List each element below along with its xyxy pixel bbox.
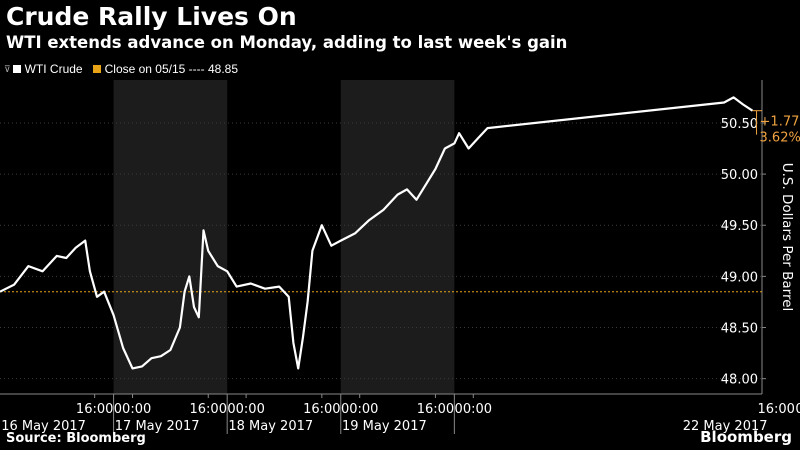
x-tick-label-2: 16:00 <box>190 402 227 417</box>
legend-item-wti: ⊽ WTI Crude <box>4 62 83 76</box>
day-label-0: 16 May 2017 <box>1 419 86 434</box>
x-tick-label-8: 16:00 <box>757 402 794 417</box>
chart-title: Crude Rally Lives On <box>6 2 297 31</box>
legend-label-wti: WTI Crude <box>24 62 83 76</box>
x-tick-label-6: 16:00 <box>417 402 454 417</box>
y-tick-label-1: 48.50 <box>721 322 758 337</box>
day-label-3: 19 May 2017 <box>342 419 427 434</box>
bloomberg-logo: Bloomberg <box>700 428 792 446</box>
annotation-change: +1.77 <box>760 115 800 130</box>
legend-marker-icon: ⊽ <box>4 63 11 74</box>
x-tick-label-1: 00:00 <box>114 402 151 417</box>
y-tick-label-0: 48.00 <box>721 373 758 388</box>
legend-label-close: Close on 05/15 ---- 48.85 <box>104 62 239 76</box>
series-line-wti <box>0 96 754 370</box>
y-axis-label: U.S. Dollars Per Barrel <box>779 163 795 312</box>
chart-subtitle: WTI extends advance on Monday, adding to… <box>6 33 568 52</box>
x-tick-label-4: 16:00 <box>303 402 340 417</box>
y-tick-label-5: 50.50 <box>721 117 758 132</box>
y-tick-label-4: 50.00 <box>721 168 758 183</box>
y-tick-label-3: 49.50 <box>721 219 758 234</box>
legend: ⊽ WTI Crude Close on 05/15 ---- 48.85 <box>4 62 248 76</box>
day-label-4: 22 May 2017 <box>683 419 768 434</box>
legend-swatch-wti <box>12 65 21 73</box>
x-tick-label-9: 00:00 <box>795 402 800 417</box>
day-label-2: 18 May 2017 <box>228 419 313 434</box>
x-tick-label-0: 16:00 <box>76 402 113 417</box>
annotation-percent: 3.62% <box>760 131 800 146</box>
session-shade-0 <box>113 80 228 394</box>
y-tick-label-2: 49.00 <box>721 270 758 285</box>
x-tick-label-3: 00:00 <box>227 402 264 417</box>
x-tick-label-7: 00:00 <box>455 402 492 417</box>
source-note: Source: Bloomberg <box>6 431 146 446</box>
day-label-1: 17 May 2017 <box>115 419 200 434</box>
legend-item-close: Close on 05/15 ---- 48.85 <box>92 62 239 76</box>
session-shade-1 <box>340 80 455 394</box>
x-tick-label-5: 00:00 <box>341 402 378 417</box>
legend-swatch-close <box>92 65 101 73</box>
